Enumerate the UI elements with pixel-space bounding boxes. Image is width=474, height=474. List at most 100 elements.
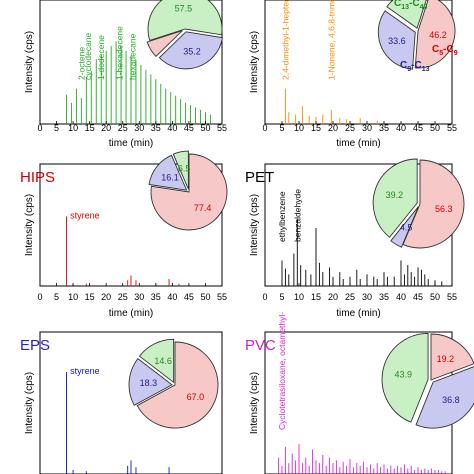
x-tick-label: 25 <box>118 292 128 302</box>
x-tick-label: 45 <box>184 292 194 302</box>
peak-label: ethylbenzene <box>277 191 287 242</box>
x-tick-label: 45 <box>413 123 423 133</box>
x-tick-label: 30 <box>134 292 144 302</box>
panel-pp: 2,4-dimethyl-1-heptene 1-Nonene, 4,6,8-tr… <box>249 0 458 149</box>
carbon-range-part: C <box>432 44 439 55</box>
carbon-range-part: -C <box>409 0 420 9</box>
carbon-range-label: C13-C40 <box>394 0 427 11</box>
carbon-range-label: C9-C13 <box>400 60 430 73</box>
pie-slice-0 <box>414 0 456 69</box>
x-tick-label: 35 <box>151 123 161 133</box>
carbon-range-part: -C <box>443 44 454 55</box>
pie-slice-1 <box>158 31 223 70</box>
pie-value-label: 6.5 <box>178 164 191 174</box>
x-tick-label: 0 <box>37 292 42 302</box>
y-axis-label: Intensity (cps) <box>249 372 260 434</box>
x-tick-label: 45 <box>413 292 423 302</box>
carbon-range-part: 40 <box>420 4 428 11</box>
carbon-range-part: C <box>394 0 401 9</box>
pie-value-label: 18.3 <box>140 378 158 388</box>
panel-title: PET <box>245 169 274 186</box>
panel-pet: ethylbenzene benzaldehyde 0 5 10 15 20 25 30 35 40… <box>245 158 465 319</box>
pie-slice-1 <box>415 366 474 429</box>
peak-label: cyclodecane <box>83 32 93 80</box>
pie-value-label: 14.6 <box>154 356 172 366</box>
x-tick-label: 20 <box>328 292 338 302</box>
pie-slice-1 <box>148 154 188 191</box>
x-tick-label: 5 <box>279 292 284 302</box>
peak-label: 1-dodecene <box>96 35 106 80</box>
pie-slice-0 <box>147 0 223 42</box>
pie-value-label: 43.9 <box>394 370 412 380</box>
x-tick-label: 30 <box>362 292 372 302</box>
carbon-range-part: -C <box>411 60 422 71</box>
x-tick-label: 40 <box>396 292 406 302</box>
x-tick-label: 15 <box>311 123 321 133</box>
carbon-range-part: 13 <box>401 4 409 11</box>
x-tick-label: 20 <box>101 292 111 302</box>
x-tick-label: 20 <box>101 123 111 133</box>
pie-slice-0 <box>430 333 474 381</box>
x-tick-label: 15 <box>85 123 95 133</box>
peak-label: hexadecane <box>128 33 138 80</box>
peak-label: 2,4-dimethyl-1-heptene <box>280 0 290 80</box>
pie-slice-2 <box>372 158 418 238</box>
y-axis-label: Intensity (cps) <box>24 194 35 256</box>
carbon-range-part: 9 <box>407 66 411 73</box>
x-tick-label: 45 <box>184 123 194 133</box>
pie-slice-1 <box>128 358 173 406</box>
pie-slice-2 <box>138 338 175 384</box>
plot-frame <box>39 331 223 474</box>
x-tick-label: 10 <box>68 123 78 133</box>
x-axis-label: time (min) <box>109 138 153 149</box>
x-tick-label: 35 <box>379 123 389 133</box>
pie-value-label: 39.2 <box>386 190 404 200</box>
x-tick-label: 25 <box>118 123 128 133</box>
peak-label: 1-hexadecene <box>114 26 124 80</box>
pie-value-label: 36.8 <box>442 395 460 405</box>
peak-label: Cyclotetrasiloxane, octamethyl- <box>277 312 287 430</box>
pie-value-label: 57.5 <box>175 4 193 14</box>
x-tick-label: 30 <box>134 123 144 133</box>
x-tick-label: 25 <box>345 292 355 302</box>
pie-value-label: 4.5 <box>400 222 413 232</box>
x-tick-label: 20 <box>328 123 338 133</box>
x-tick-label: 50 <box>200 292 210 302</box>
pie-value-label: 67.0 <box>187 392 205 402</box>
peak-label: 2-octene <box>76 47 86 80</box>
carbon-range-part: 5 <box>439 50 443 57</box>
x-tick-label: 30 <box>362 123 372 133</box>
pie-slice-2 <box>386 0 427 29</box>
x-tick-label: 5 <box>54 123 59 133</box>
carbon-range-label: C5-C9 <box>432 44 458 57</box>
panel-title: HIPS <box>20 169 55 186</box>
pie-value-label: 35.2 <box>183 46 201 56</box>
pie-slice-0 <box>136 341 219 429</box>
y-axis-label: Intensity (cps) <box>24 31 35 93</box>
plot-frame <box>264 0 453 125</box>
carbon-range-part: 9 <box>454 50 458 57</box>
x-tick-label: 55 <box>217 123 227 133</box>
x-tick-label: 40 <box>167 123 177 133</box>
peak-label: styrene <box>70 366 100 376</box>
x-tick-label: 0 <box>262 123 267 133</box>
peak-label: 1-Nonene, 4,6,8-trimethyl- <box>326 0 336 80</box>
panel-pvc: Cyclotetrasiloxane, octamethyl- Intensity… <box>245 312 474 474</box>
pie-value-label: 19.2 <box>437 354 455 364</box>
x-axis-label: time (min) <box>109 308 153 319</box>
x-axis-label: time (min) <box>336 138 380 149</box>
x-tick-label: 35 <box>151 292 161 302</box>
pie-value-label: 33.6 <box>388 36 406 46</box>
pie-slice-2 <box>172 150 189 190</box>
x-axis-label: time (min) <box>336 308 380 319</box>
x-tick-label: 5 <box>54 292 59 302</box>
x-tick-label: 0 <box>262 292 267 302</box>
pie-slice-0 <box>402 159 465 249</box>
peak-label: benzaldehyde <box>292 189 302 242</box>
y-axis-label: Intensity (cps) <box>249 194 260 256</box>
pie-value-label: 16.1 <box>161 172 179 182</box>
x-tick-label: 55 <box>217 292 227 302</box>
x-tick-label: 40 <box>167 292 177 302</box>
